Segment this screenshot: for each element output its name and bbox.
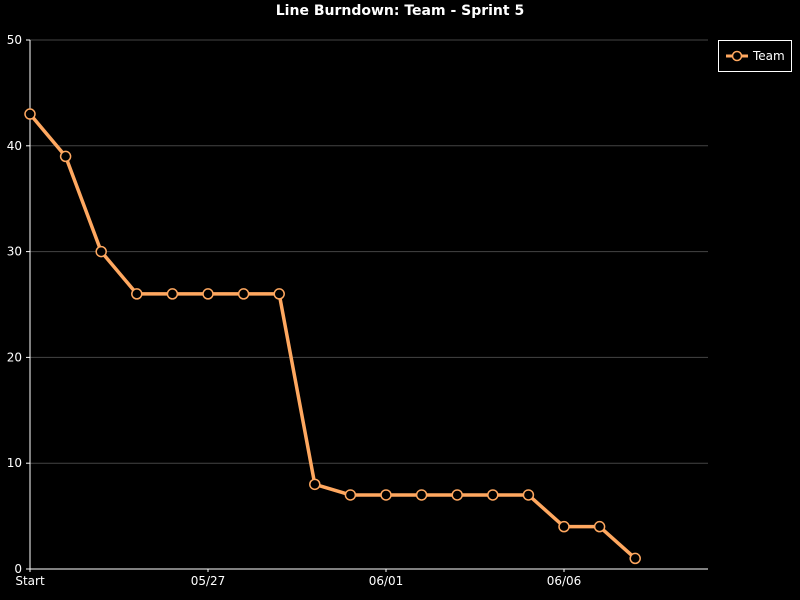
data-point-17	[629, 552, 641, 565]
data-point-15	[558, 520, 570, 533]
x-tick-label-Start: Start	[15, 574, 45, 588]
data-point-3	[131, 288, 143, 300]
y-tick-label-50: 50	[7, 33, 22, 47]
data-point-8	[309, 478, 321, 491]
chart-title: Line Burndown: Team - Sprint 5	[275, 3, 525, 19]
y-tick-label-0: 0	[14, 562, 22, 576]
y-tick-label-40: 40	[7, 139, 22, 153]
series-line-team	[28, 112, 637, 560]
data-point-2	[95, 245, 107, 258]
data-point-7	[273, 288, 285, 300]
data-point-9	[344, 489, 357, 501]
data-point-6	[237, 288, 250, 300]
data-point-12	[451, 489, 463, 501]
data-point-14	[522, 489, 535, 501]
data-point-10	[380, 489, 392, 501]
data-point-4	[166, 288, 179, 300]
data-point-13	[487, 489, 499, 501]
x-tick-label-05/27: 05/27	[191, 574, 226, 588]
x-tick-label-06/06: 06/06	[547, 574, 582, 588]
y-tick-label-10: 10	[7, 456, 22, 470]
x-tick-label-06/01: 06/01	[369, 574, 404, 588]
data-point-16	[593, 520, 606, 533]
data-point-0	[24, 108, 36, 120]
data-point-11	[415, 489, 428, 501]
data-point-1	[59, 150, 72, 163]
y-tick-label-30: 30	[7, 245, 22, 259]
legend: Team	[718, 40, 792, 72]
y-tick-label-20: 20	[7, 350, 22, 364]
data-point-5	[202, 288, 214, 300]
legend-swatch	[726, 50, 748, 62]
legend-label-team: Team	[753, 49, 785, 63]
